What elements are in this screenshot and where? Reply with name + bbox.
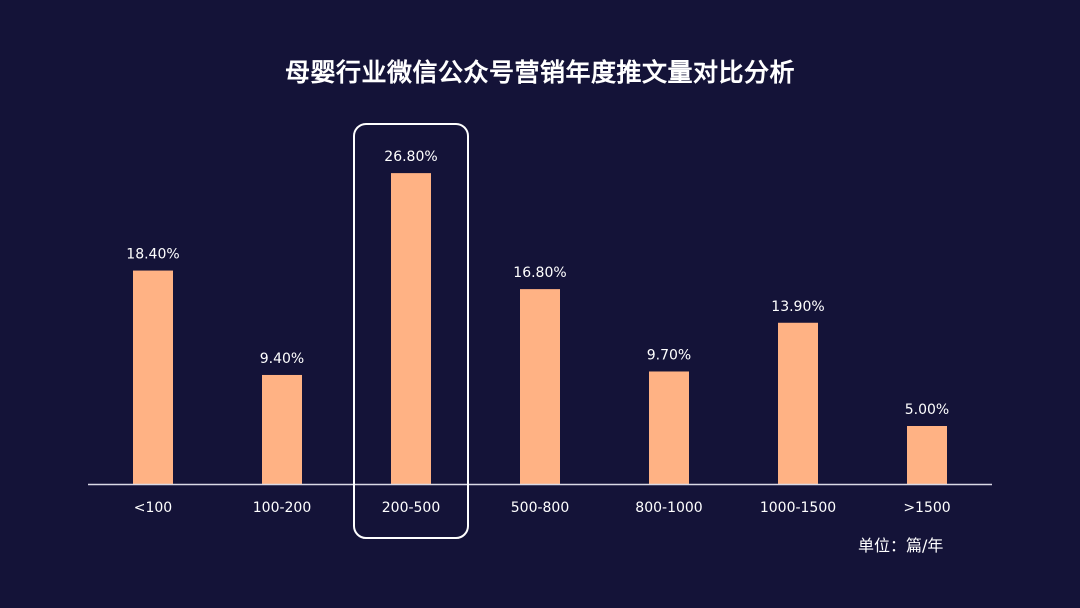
bar-0 — [133, 270, 173, 484]
x-tick-label-2: 200-500 — [382, 500, 441, 516]
x-tick-label-3: 500-800 — [511, 500, 570, 516]
x-tick-label-6: >1500 — [903, 500, 950, 516]
x-tick-label-5: 1000-1500 — [760, 500, 836, 516]
bars-layer — [133, 173, 947, 484]
chart-title: 母婴行业微信公众号营销年度推文量对比分析 — [284, 58, 795, 87]
data-label-4: 9.70% — [647, 347, 691, 363]
bar-5 — [778, 322, 818, 484]
data-labels-layer: 18.40% 9.40% 26.80% 16.80% 9.70% 13.90% 5.00% — [126, 149, 949, 418]
data-label-1: 9.40% — [260, 351, 304, 367]
data-label-3: 16.80% — [513, 265, 566, 281]
bar-1 — [262, 374, 302, 484]
x-tick-label-0: <100 — [134, 500, 172, 516]
data-label-5: 13.90% — [771, 299, 824, 315]
x-tick-labels-layer: <100 100-200 200-500 500-800 800-1000 1000-15… — [134, 500, 951, 516]
bar-2 — [391, 173, 431, 484]
data-label-0: 18.40% — [126, 247, 179, 263]
bar-4 — [649, 371, 689, 484]
data-label-2: 26.80% — [384, 149, 437, 165]
data-label-6: 5.00% — [905, 402, 949, 418]
bar-3 — [520, 289, 560, 484]
unit-note: 单位：篇/年 — [858, 536, 944, 555]
highlight-frame — [353, 123, 469, 539]
x-tick-label-4: 800-1000 — [635, 500, 702, 516]
x-tick-label-1: 100-200 — [253, 500, 312, 516]
bar-6 — [907, 426, 947, 484]
